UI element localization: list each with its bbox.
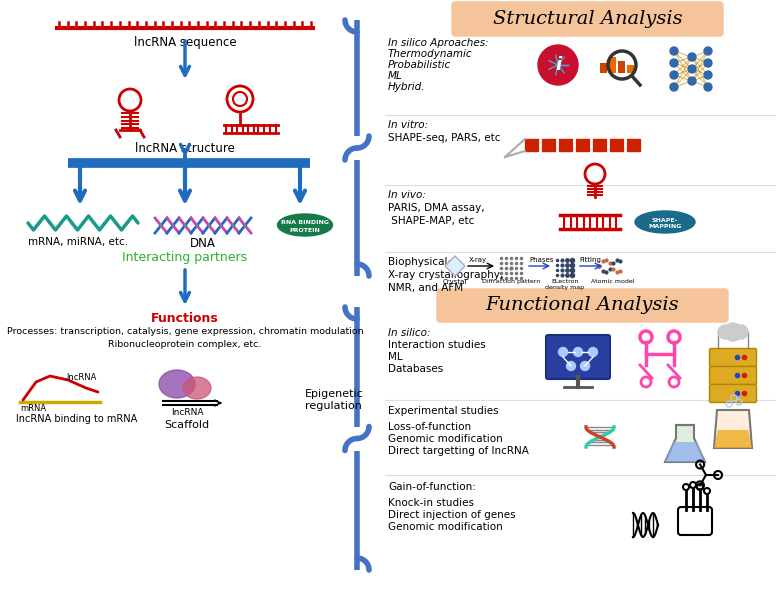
Text: Experimental studies: Experimental studies [388,406,498,416]
Text: Crystal: Crystal [443,279,467,285]
Text: Genomic modification: Genomic modification [388,522,503,532]
Text: i: i [555,56,561,74]
Text: Probabilistic: Probabilistic [388,60,452,70]
Text: Biophysical:: Biophysical: [388,257,451,267]
Circle shape [538,45,578,85]
Text: Thermodynamic: Thermodynamic [388,49,473,59]
Ellipse shape [183,377,211,399]
Text: PROTEIN: PROTEIN [289,228,321,232]
Text: mRNA: mRNA [20,404,46,413]
Circle shape [670,71,678,79]
Circle shape [704,71,712,79]
Text: ML: ML [388,352,402,362]
Bar [609,57,616,73]
Text: Direct targetting of lncRNA: Direct targetting of lncRNA [388,446,529,456]
Text: ML: ML [388,71,402,81]
Text: PARIS, DMA assay,: PARIS, DMA assay, [388,203,484,213]
Text: lncRNA: lncRNA [171,408,204,417]
Text: RNA BINDING: RNA BINDING [281,220,329,226]
Text: Interaction studies: Interaction studies [388,340,486,350]
Bar [618,61,625,73]
Bar [600,63,607,73]
FancyBboxPatch shape [710,349,757,366]
FancyBboxPatch shape [546,335,610,379]
Circle shape [670,83,678,91]
FancyBboxPatch shape [437,289,728,322]
Circle shape [566,362,576,371]
Text: mRNA, miRNA, etc.: mRNA, miRNA, etc. [28,237,128,247]
Text: Genomic modification: Genomic modification [388,434,503,444]
Text: SHAPE-MAP, etc: SHAPE-MAP, etc [388,216,474,226]
Text: Databases: Databases [388,364,443,374]
Text: Functional Analysis: Functional Analysis [486,297,679,314]
Text: Interacting partners: Interacting partners [122,251,247,264]
Circle shape [718,325,732,339]
FancyBboxPatch shape [452,2,723,36]
Text: Scaffold: Scaffold [165,420,210,430]
Text: DNA: DNA [190,237,216,250]
Polygon shape [714,430,752,448]
Text: Ribonucleoprotein complex, etc.: Ribonucleoprotein complex, etc. [108,340,261,349]
Text: Functions: Functions [151,312,219,325]
Text: lncRNA: lncRNA [66,373,97,382]
Text: In silico:: In silico: [388,328,431,338]
Circle shape [580,362,590,371]
Circle shape [670,59,678,67]
Text: Atomic model: Atomic model [591,279,635,284]
Circle shape [734,325,748,339]
Text: SHAPE-seq, PARS, etc: SHAPE-seq, PARS, etc [388,133,501,143]
FancyBboxPatch shape [710,366,757,385]
Ellipse shape [159,370,195,398]
Circle shape [704,59,712,67]
FancyBboxPatch shape [678,507,712,535]
Text: Loss-of-function: Loss-of-function [388,422,471,432]
Polygon shape [665,442,705,462]
Text: Epigenetic
regulation: Epigenetic regulation [305,389,363,411]
Text: Gain-of-function:: Gain-of-function: [388,482,476,492]
Polygon shape [445,256,465,276]
Text: In vitro:: In vitro: [388,120,428,130]
Circle shape [704,83,712,91]
Text: Fitting: Fitting [579,257,601,263]
Text: MAPPING: MAPPING [648,225,682,229]
Text: X-ray crystallography,: X-ray crystallography, [388,270,503,280]
Text: Knock-in studies: Knock-in studies [388,498,474,508]
Circle shape [573,348,583,356]
Text: lncRNA sequence: lncRNA sequence [133,36,236,49]
Circle shape [724,323,742,341]
Ellipse shape [278,214,332,236]
Polygon shape [665,425,705,462]
FancyBboxPatch shape [710,385,757,402]
Bar [627,65,634,73]
Polygon shape [714,410,752,448]
Text: SHAPE-: SHAPE- [652,217,678,222]
Text: Hybrid.: Hybrid. [388,82,426,92]
Text: In vivo:: In vivo: [388,190,426,200]
Circle shape [558,348,568,356]
Text: Structural Analysis: Structural Analysis [493,10,682,28]
Text: In silico Aproaches:: In silico Aproaches: [388,38,488,48]
Circle shape [704,47,712,55]
Circle shape [688,77,696,85]
Circle shape [670,47,678,55]
Ellipse shape [635,211,695,233]
Text: Diffraction pattern: Diffraction pattern [482,279,540,284]
Text: Phases: Phases [529,257,553,263]
Circle shape [588,348,597,356]
Circle shape [688,53,696,61]
Text: NMR, and AFM: NMR, and AFM [388,283,463,293]
Text: Direct injection of genes: Direct injection of genes [388,510,516,520]
Text: X-ray: X-ray [469,257,488,263]
Text: Processes: transcription, catalysis, gene expression, chromatin modulation: Processes: transcription, catalysis, gen… [7,327,363,336]
Text: ELectron
density map: ELectron density map [545,279,584,290]
Text: lncRNA structure: lncRNA structure [135,142,235,155]
Circle shape [688,65,696,73]
Text: lncRNA binding to mRNA: lncRNA binding to mRNA [16,414,137,424]
